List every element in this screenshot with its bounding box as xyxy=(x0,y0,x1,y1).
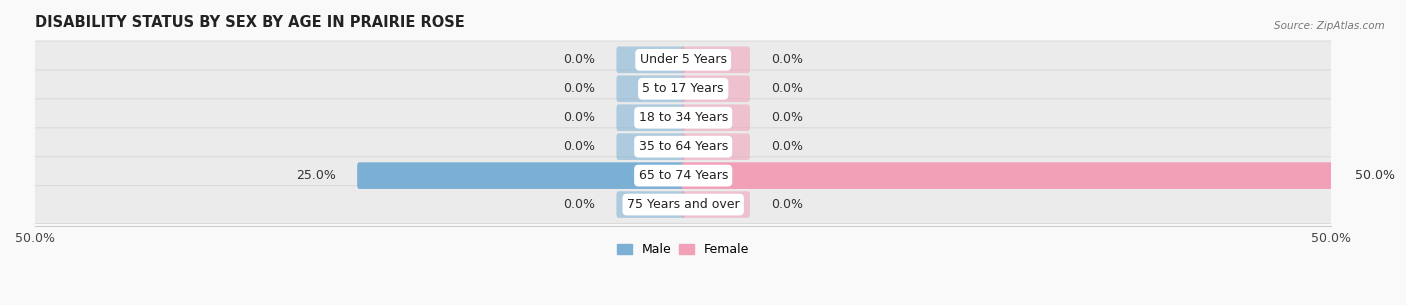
FancyBboxPatch shape xyxy=(682,46,749,73)
FancyBboxPatch shape xyxy=(616,46,685,73)
Text: 18 to 34 Years: 18 to 34 Years xyxy=(638,111,728,124)
FancyBboxPatch shape xyxy=(357,162,685,189)
FancyBboxPatch shape xyxy=(616,133,685,160)
FancyBboxPatch shape xyxy=(682,133,749,160)
Text: Under 5 Years: Under 5 Years xyxy=(640,53,727,66)
Text: 50.0%: 50.0% xyxy=(1355,169,1395,182)
Text: 0.0%: 0.0% xyxy=(562,53,595,66)
FancyBboxPatch shape xyxy=(616,75,685,102)
Text: 0.0%: 0.0% xyxy=(562,111,595,124)
FancyBboxPatch shape xyxy=(31,157,1336,195)
Text: DISABILITY STATUS BY SEX BY AGE IN PRAIRIE ROSE: DISABILITY STATUS BY SEX BY AGE IN PRAIR… xyxy=(35,15,465,30)
Text: 0.0%: 0.0% xyxy=(772,140,803,153)
FancyBboxPatch shape xyxy=(31,70,1336,108)
Text: 0.0%: 0.0% xyxy=(562,198,595,211)
FancyBboxPatch shape xyxy=(616,104,685,131)
Text: Source: ZipAtlas.com: Source: ZipAtlas.com xyxy=(1274,21,1385,31)
FancyBboxPatch shape xyxy=(682,104,749,131)
Text: 0.0%: 0.0% xyxy=(772,198,803,211)
Text: 0.0%: 0.0% xyxy=(562,140,595,153)
FancyBboxPatch shape xyxy=(31,186,1336,223)
Text: 0.0%: 0.0% xyxy=(772,53,803,66)
Text: 5 to 17 Years: 5 to 17 Years xyxy=(643,82,724,95)
Text: 0.0%: 0.0% xyxy=(772,111,803,124)
Text: 25.0%: 25.0% xyxy=(295,169,336,182)
Text: 65 to 74 Years: 65 to 74 Years xyxy=(638,169,728,182)
Text: 35 to 64 Years: 35 to 64 Years xyxy=(638,140,728,153)
FancyBboxPatch shape xyxy=(31,99,1336,137)
FancyBboxPatch shape xyxy=(31,128,1336,166)
FancyBboxPatch shape xyxy=(31,41,1336,79)
FancyBboxPatch shape xyxy=(682,191,749,218)
Text: 75 Years and over: 75 Years and over xyxy=(627,198,740,211)
Legend: Male, Female: Male, Female xyxy=(612,239,755,261)
FancyBboxPatch shape xyxy=(682,75,749,102)
Text: 0.0%: 0.0% xyxy=(562,82,595,95)
Text: 0.0%: 0.0% xyxy=(772,82,803,95)
FancyBboxPatch shape xyxy=(616,191,685,218)
FancyBboxPatch shape xyxy=(682,162,1333,189)
